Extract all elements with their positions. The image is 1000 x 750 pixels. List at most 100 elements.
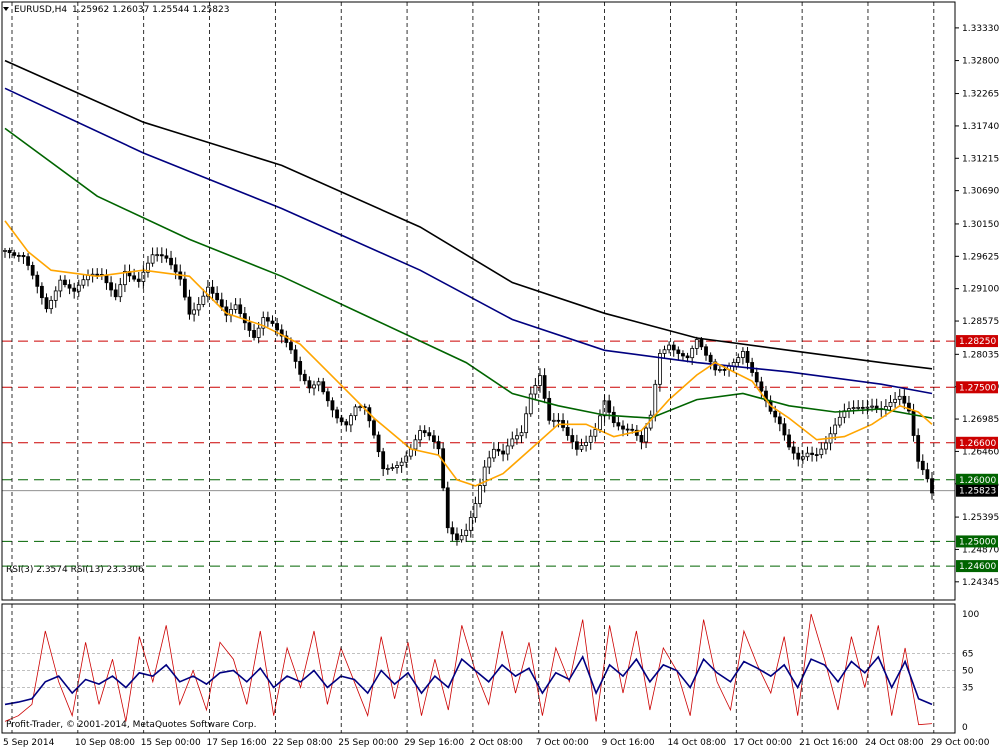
candle-body — [16, 254, 21, 257]
candle-body — [136, 278, 141, 282]
candle-body — [164, 255, 169, 259]
moving-average-line-3 — [4, 127, 933, 419]
candle-body — [76, 284, 81, 292]
candle-body — [754, 372, 759, 383]
candle-body — [468, 517, 473, 531]
candle-body — [348, 415, 353, 426]
x-tick-label: 17 Sep 16:00 — [207, 738, 267, 748]
candle-body — [413, 439, 418, 450]
moving-average-line-4 — [4, 220, 933, 487]
candle-body — [717, 369, 722, 371]
candle-body — [814, 454, 819, 456]
candle-body — [773, 410, 778, 418]
candle-body — [72, 287, 77, 292]
candle-body — [676, 349, 681, 354]
candle-body — [279, 329, 284, 337]
candle-body — [491, 448, 496, 459]
candle-body — [302, 373, 307, 382]
candle-body — [519, 432, 524, 437]
y-tick-label: 1.28575 — [962, 317, 999, 327]
price-panel — [2, 59, 955, 567]
candle-body — [505, 445, 510, 455]
candle-body — [275, 323, 280, 331]
candle-body — [289, 342, 293, 351]
y-tick-label: 1.29100 — [962, 285, 999, 295]
candle-body — [63, 279, 67, 286]
candle-body — [210, 286, 215, 294]
candle-body — [501, 450, 505, 455]
candle-body — [316, 381, 321, 386]
rsi-y-tick-label: 100 — [962, 610, 979, 620]
candle-body — [150, 254, 155, 264]
candle-body — [902, 395, 907, 404]
candle-body — [611, 411, 616, 424]
x-tick-label: 5 Sep 2014 — [3, 738, 55, 748]
candle-body — [146, 262, 150, 273]
candle-body — [556, 419, 561, 422]
support-level-label: 1.25000 — [959, 537, 996, 547]
candle-body — [565, 427, 570, 436]
resistance-level-tag — [956, 335, 998, 348]
candle-body — [796, 452, 801, 460]
moving-average-line-2 — [4, 87, 933, 395]
candle-body — [644, 427, 648, 443]
candle-body — [372, 420, 376, 436]
x-tick-label: 22 Sep 08:00 — [272, 738, 332, 748]
candle-body — [625, 428, 630, 431]
candle-body — [787, 434, 791, 448]
candle-body — [704, 346, 708, 356]
candle-body — [261, 317, 266, 329]
resistance-level-label: 1.26600 — [959, 439, 996, 449]
y-tick-label: 1.32800 — [962, 57, 999, 67]
candle-body — [293, 349, 298, 362]
support-level-label: 1.26000 — [959, 476, 996, 486]
candle-body — [459, 535, 464, 541]
rsi-y-tick-label: 50 — [962, 667, 974, 677]
ohlc-readout: 1.25962 1.26037 1.25544 1.25823 — [72, 5, 229, 15]
candle-body — [155, 254, 160, 257]
candle-body — [598, 415, 602, 430]
candle-body — [685, 355, 690, 359]
candle-body — [690, 348, 695, 359]
candle-body — [252, 330, 256, 338]
y-tick-label: 1.26460 — [962, 447, 999, 457]
y-tick-label: 1.25395 — [962, 513, 999, 523]
candle-body — [284, 335, 289, 343]
candle-body — [118, 284, 123, 298]
candle-body — [219, 299, 224, 308]
candle-body — [893, 398, 898, 403]
rsi-series-line — [4, 655, 933, 706]
triangle-down-icon[interactable] — [3, 7, 9, 11]
candle-body — [907, 402, 911, 412]
resistance-level-tag — [956, 436, 998, 449]
candle-body — [104, 275, 109, 284]
candle-body — [851, 407, 856, 410]
candle-body — [745, 350, 750, 363]
rsi-y-tick-label: 65 — [962, 650, 973, 660]
copyright-text: Profit-Trader, © 2001-2014, MetaQuotes S… — [6, 720, 256, 730]
x-tick-label: 14 Oct 08:00 — [667, 738, 726, 748]
candle-body — [496, 448, 501, 452]
candle-body — [856, 406, 861, 409]
candle-body — [390, 467, 395, 469]
current-price-tag — [956, 484, 998, 497]
y-tick-label: 1.31215 — [962, 154, 999, 164]
candle-body — [722, 369, 727, 371]
y-tick-label: 1.28035 — [962, 350, 999, 360]
candle-body — [173, 264, 178, 273]
candle-body — [53, 290, 58, 301]
x-tick-label: 21 Oct 16:00 — [799, 738, 858, 748]
candle-body — [819, 448, 824, 456]
y-tick-label: 1.26985 — [962, 415, 999, 425]
candle-body — [182, 278, 187, 298]
candle-body — [574, 441, 579, 450]
candle-body — [58, 279, 63, 292]
x-tick-label: 7 Oct 00:00 — [536, 738, 589, 748]
candle-body — [418, 430, 422, 441]
support-level-label: 1.24600 — [959, 562, 996, 572]
candle-body — [344, 421, 349, 426]
candle-body — [791, 446, 796, 454]
candle-body — [441, 448, 446, 489]
candle-body — [588, 435, 593, 443]
